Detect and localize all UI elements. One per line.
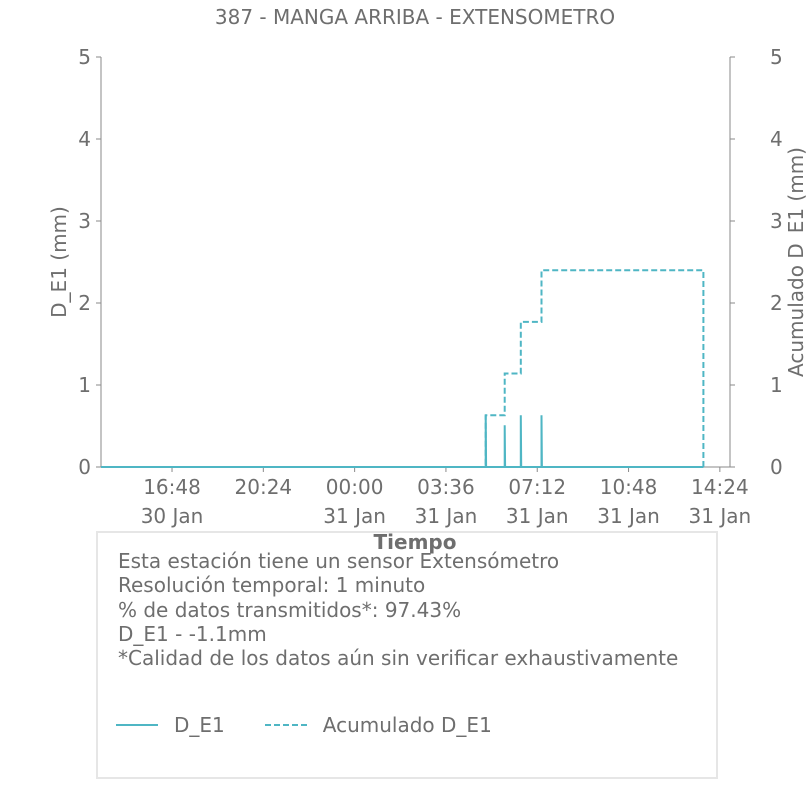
x-tick-label-time: 03:36 [417, 475, 475, 499]
y-tick-label-right: 2 [770, 291, 783, 315]
x-tick-label-time: 10:48 [600, 475, 658, 499]
x-tick-label-time: 00:00 [326, 475, 384, 499]
x-axis-label: Tiempo [374, 530, 457, 554]
legend-swatch-dashed [264, 724, 307, 726]
x-tick-label-time: 07:12 [508, 475, 566, 499]
legend: D_E1 Acumulado D_E1 [116, 713, 532, 737]
y-tick-label-right: 4 [770, 127, 783, 151]
chart-title: 387 - MANGA ARRIBA - EXTENSOMETRO [215, 5, 615, 29]
y-axis-label-right: Acumulado D_E1 (mm) [784, 147, 806, 377]
info-box: Esta estación tiene un sensor Extensómet… [96, 531, 718, 779]
y-tick-label-right: 5 [770, 45, 783, 69]
series-layer [101, 269, 705, 468]
axes: 0 0 1 1 2 2 3 3 4 4 5 5 16:48 30 Jan 20:24 00:00 31 Jan 0… [78, 45, 782, 528]
x-tick-label-date: 31 Jan [323, 504, 386, 528]
y-tick-label-right: 3 [770, 209, 783, 233]
y-tick-label-left: 1 [78, 373, 91, 397]
series-line-acumulado-d-e1 [101, 269, 705, 468]
y-tick-label-left: 5 [78, 45, 91, 69]
info-quality-note: *Calidad de los datos aún sin verificar … [118, 646, 679, 671]
x-tick-label-date: 31 Jan [415, 504, 478, 528]
y-axis-label-left: D_E1 (mm) [47, 206, 71, 318]
info-sensor-line: Esta estación tiene un sensor Extensómet… [118, 549, 560, 573]
x-tick-label-date: 31 Jan [597, 504, 660, 528]
x-tick-label-date: 30 Jan [141, 504, 204, 528]
y-tick-label-right: 0 [770, 455, 783, 479]
x-tick-label-time: 20:24 [235, 475, 293, 499]
legend-item-d-e1: D_E1 [116, 713, 225, 737]
x-tick-label-date: 31 Jan [506, 504, 569, 528]
legend-swatch-solid [116, 724, 158, 726]
x-tick-label-time: 16:48 [143, 475, 201, 499]
y-tick-label-left: 0 [78, 455, 91, 479]
y-tick-label-right: 1 [770, 373, 783, 397]
legend-label-d-e1: D_E1 [174, 713, 225, 737]
info-value-line: D_E1 - -1.1mm [118, 621, 267, 646]
legend-label-acumulado: Acumulado D_E1 [322, 713, 492, 737]
x-tick-label-time: 14:24 [691, 475, 749, 499]
legend-item-acumulado: Acumulado D_E1 [264, 713, 492, 737]
y-tick-label-left: 2 [78, 291, 91, 315]
x-tick-label-date: 31 Jan [689, 504, 752, 528]
info-resolution-line: Resolución temporal: 1 minuto [118, 573, 426, 598]
info-transmission-line: % de datos transmitidos*: 97.43% [118, 597, 462, 622]
y-tick-label-left: 4 [78, 127, 91, 151]
series-line-d-e1 [101, 415, 704, 468]
y-tick-label-left: 3 [78, 209, 91, 233]
info-lines: Esta estación tiene un sensor Extensómet… [118, 549, 678, 670]
